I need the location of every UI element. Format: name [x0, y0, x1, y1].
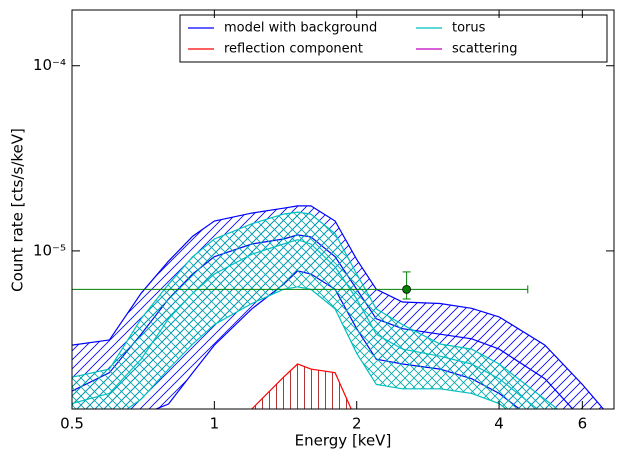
- component-fill: [251, 364, 352, 409]
- legend-label: torus: [452, 21, 486, 36]
- plot-area: [72, 205, 605, 409]
- band-edge: [126, 286, 508, 409]
- x-tick-label: 2: [352, 415, 362, 433]
- band-edge: [72, 211, 559, 409]
- uncertainty-band: [72, 212, 558, 409]
- axes-frame: [71, 9, 615, 410]
- x-tick-label: 6: [578, 415, 588, 433]
- y-tick-label: 10⁻⁴: [33, 56, 66, 74]
- data-point: [402, 284, 412, 294]
- x-tick-label: 0.5: [60, 415, 84, 433]
- x-tick-label: 4: [494, 415, 504, 433]
- x-tick-label: 1: [210, 415, 220, 433]
- band-edge: [72, 205, 605, 409]
- series-line: [251, 363, 352, 409]
- y-axis-label: Count rate [cts/s/keV]: [9, 128, 27, 292]
- legend-label: reflection component: [224, 42, 363, 57]
- legend-label: scattering: [452, 42, 518, 57]
- legend-label: model with background: [224, 21, 377, 36]
- y-tick-label: 10⁻⁵: [33, 241, 66, 259]
- legend-box: [179, 14, 608, 63]
- series-line: [72, 239, 539, 409]
- legend: model with background torus reflection com…: [179, 14, 608, 63]
- x-axis-label: Energy [keV]: [295, 432, 392, 450]
